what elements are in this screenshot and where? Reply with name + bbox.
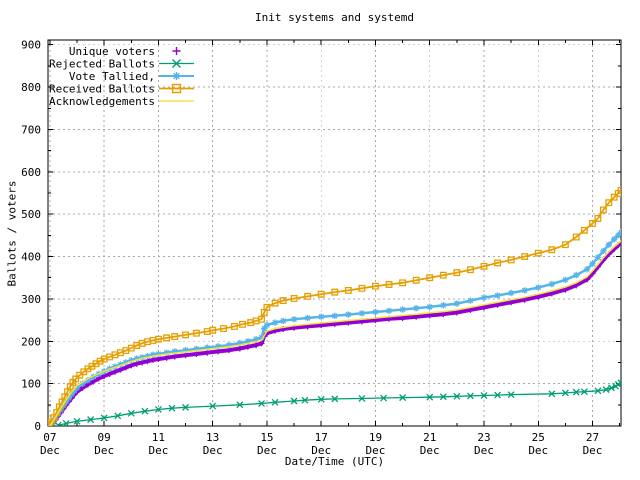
- y-tick-label: 200: [21, 335, 41, 348]
- series-unique-voters-markers: [48, 239, 621, 426]
- x-axis-label: Date/Time (UTC): [284, 455, 385, 468]
- legend-marker-sample: [172, 47, 181, 55]
- x-tick-sublabel: Dec: [474, 444, 494, 457]
- x-tick-label: 17: [315, 431, 328, 444]
- x-tick-sublabel: Dec: [420, 444, 440, 457]
- y-tick-label: 900: [21, 39, 41, 52]
- x-tick-label: 09: [98, 431, 111, 444]
- series-unique-voters: [48, 239, 621, 426]
- y-tick-label: 100: [21, 378, 41, 391]
- x-tick-sublabel: Dec: [528, 444, 548, 457]
- x-tick-label: 07: [43, 431, 56, 444]
- series-rejected-ballots: [54, 379, 621, 426]
- x-tick-label: 21: [423, 431, 436, 444]
- x-tick-sublabel: Dec: [94, 444, 114, 457]
- x-tick-sublabel: Dec: [148, 444, 168, 457]
- series-rejected-ballots-markers: [54, 379, 621, 426]
- legend-label-unique-voters: Unique voters: [69, 45, 155, 58]
- x-tick-sublabel: Dec: [311, 444, 331, 457]
- x-tick-label: 27: [586, 431, 599, 444]
- y-tick-label: 500: [21, 208, 41, 221]
- tick-labels: 010020030040050060070080090007Dec09Dec11…: [21, 39, 602, 457]
- x-tick-sublabel: Dec: [583, 444, 603, 457]
- y-tick-label: 400: [21, 251, 41, 264]
- series-received-ballots-line: [48, 189, 621, 426]
- series-received-ballots: [48, 186, 621, 426]
- x-tick-label: 19: [369, 431, 382, 444]
- series-received-ballots-markers: [48, 186, 621, 426]
- y-tick-label: 600: [21, 166, 41, 179]
- series-acknowledgements-line: [49, 240, 621, 426]
- x-tick-label: 25: [532, 431, 545, 444]
- x-tick-label: 11: [152, 431, 165, 444]
- x-tick-sublabel: Dec: [366, 444, 386, 457]
- legend-label-acknowledgements: Acknowledgements: [49, 95, 155, 108]
- y-tick-label: 700: [21, 123, 41, 136]
- grid: [48, 40, 621, 426]
- series-rejected-ballots-line: [57, 382, 621, 426]
- series-vote-tallied-line: [48, 231, 621, 426]
- y-axis-label: Ballots / voters: [5, 180, 19, 287]
- chart-title: Init systems and systemd: [255, 11, 414, 24]
- legend-label-received-ballots: Received Ballots: [49, 83, 155, 96]
- legend-marker-sample: [171, 83, 182, 94]
- x-tick-label: 15: [260, 431, 273, 444]
- x-tick-sublabel: Dec: [40, 444, 60, 457]
- x-tick-label: 23: [477, 431, 490, 444]
- legend-marker-sample: [172, 72, 181, 80]
- legend-label-vote-tallied: Vote Tallied,: [69, 70, 155, 83]
- x-tick-label: 13: [206, 431, 219, 444]
- x-tick-sublabel: Dec: [257, 444, 277, 457]
- y-tick-label: 300: [21, 293, 41, 306]
- series-group: [48, 186, 621, 426]
- y-tick-label: 0: [34, 420, 41, 433]
- x-tick-sublabel: Dec: [203, 444, 223, 457]
- legend-label-rejected-ballots: Rejected Ballots: [49, 58, 155, 71]
- legend-marker-sample: [172, 59, 181, 68]
- y-tick-label: 800: [21, 81, 41, 94]
- series-acknowledgements: [49, 240, 621, 426]
